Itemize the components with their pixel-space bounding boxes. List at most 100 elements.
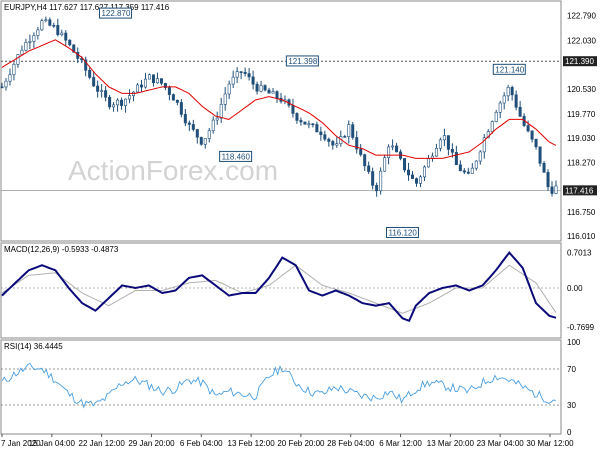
price-annotation-box bbox=[385, 226, 419, 238]
candle-body bbox=[259, 85, 263, 92]
price-tick-label: 122.790 bbox=[567, 12, 596, 21]
candle-body bbox=[486, 131, 490, 139]
candle-body bbox=[155, 78, 159, 84]
candle-body bbox=[375, 185, 379, 192]
candle-body bbox=[52, 24, 56, 27]
candle-body bbox=[112, 104, 116, 108]
price-layer: 122.790 122.030 121.390 120.530 119.770 119.0… bbox=[0, 7, 597, 241]
candle-body bbox=[207, 130, 211, 139]
rsi-header: RSI(14) 36.4445 bbox=[4, 342, 63, 351]
rsi-panel-frame bbox=[0, 339, 562, 435]
macd-header: MACD(12,26,9) -0.5933 -0.4873 bbox=[4, 245, 119, 254]
candle-body bbox=[295, 113, 299, 121]
candle-body bbox=[327, 138, 331, 142]
candle-body bbox=[371, 171, 375, 186]
candle-body bbox=[474, 160, 478, 169]
candle-body bbox=[151, 74, 155, 84]
candle-body bbox=[64, 32, 68, 41]
candle-body bbox=[116, 99, 120, 106]
candle-body bbox=[247, 73, 251, 78]
candle-body bbox=[446, 135, 450, 150]
candle-body bbox=[4, 80, 8, 88]
x-tick-label: 7 Jan 2020 bbox=[1, 439, 41, 448]
candle-body bbox=[159, 78, 163, 84]
candle-body bbox=[323, 134, 327, 140]
candle-body bbox=[418, 176, 422, 184]
rsi-tick-label: 30 bbox=[567, 401, 576, 410]
price-tick-label: 116.750 bbox=[567, 208, 596, 217]
candle-body bbox=[482, 137, 486, 153]
x-tick-label: 22 Jan 12:00 bbox=[79, 439, 126, 448]
price-annotation-label: 121.398 bbox=[288, 57, 317, 66]
candle-body bbox=[84, 59, 88, 71]
candle-body bbox=[458, 164, 462, 172]
candle-body bbox=[518, 106, 522, 117]
candle-body bbox=[255, 83, 259, 92]
x-tick-label: 6 Feb 04:00 bbox=[180, 439, 223, 448]
candle-body bbox=[343, 136, 347, 138]
candle-body bbox=[315, 124, 319, 133]
candle-body bbox=[355, 137, 359, 150]
price-header: EURJPY,H4 117.627 117.627 117.359 117.41… bbox=[4, 3, 170, 12]
candle-body bbox=[72, 44, 76, 53]
macd-panel-frame bbox=[0, 242, 562, 339]
candle-body bbox=[12, 64, 16, 76]
macd-tick-label: 0.00 bbox=[567, 284, 583, 293]
candle-body bbox=[351, 124, 355, 138]
candle-body bbox=[291, 104, 295, 114]
candle-body bbox=[454, 152, 458, 166]
candle-body bbox=[92, 77, 96, 87]
macd-tick-label: -0.7699 bbox=[567, 323, 595, 332]
candle-body bbox=[311, 123, 315, 126]
price-tick-box bbox=[563, 56, 597, 67]
candle-body bbox=[191, 124, 195, 130]
candle-body bbox=[56, 25, 60, 36]
candle-body bbox=[171, 94, 175, 101]
candle-body bbox=[506, 87, 510, 97]
candle-body bbox=[466, 171, 470, 174]
candle-body bbox=[120, 99, 124, 106]
rsi-layer: 100 70 30 0 bbox=[1, 338, 581, 437]
candle-body bbox=[219, 104, 223, 119]
candle-body bbox=[407, 169, 411, 176]
price-tick-box bbox=[563, 185, 597, 196]
candle-body bbox=[88, 69, 92, 78]
candle-body bbox=[243, 71, 247, 74]
price-annotation-box bbox=[98, 7, 132, 19]
candle-body bbox=[24, 42, 28, 51]
candle-body bbox=[347, 124, 351, 137]
candle-body bbox=[415, 178, 419, 184]
price-tick-label: 118.270 bbox=[567, 159, 596, 168]
candle-body bbox=[195, 129, 199, 138]
candle-body bbox=[36, 29, 40, 36]
candle-body bbox=[215, 117, 219, 121]
candle-body bbox=[239, 71, 243, 73]
candle-body bbox=[271, 91, 275, 94]
rsi-tick-label: 0 bbox=[567, 428, 572, 437]
price-panel-frame bbox=[0, 0, 562, 242]
candle-body bbox=[96, 85, 100, 92]
rsi-tick-label: 70 bbox=[567, 365, 576, 374]
candle-body bbox=[319, 131, 323, 135]
candle-body bbox=[303, 121, 307, 125]
candle-body bbox=[470, 167, 474, 174]
candle-body bbox=[411, 174, 415, 179]
candle-body bbox=[403, 158, 407, 171]
moving-average-line bbox=[1, 39, 557, 159]
candle-body bbox=[299, 120, 303, 123]
candle-body bbox=[383, 157, 387, 172]
price-tick-label: 119.030 bbox=[567, 134, 596, 143]
x-tick-label: 13 Feb 12:00 bbox=[228, 439, 276, 448]
candle-body bbox=[526, 125, 530, 132]
candle-body bbox=[542, 162, 546, 173]
candle-body bbox=[307, 123, 311, 126]
candle-body bbox=[32, 35, 36, 42]
candle-body bbox=[267, 89, 271, 94]
price-tick-label: 120.530 bbox=[567, 85, 596, 94]
macd-tick-label: 0.7013 bbox=[567, 249, 592, 258]
price-annotation-label: 118.460 bbox=[222, 152, 251, 161]
candle-body bbox=[379, 170, 383, 192]
candle-body bbox=[391, 145, 395, 148]
candle-body bbox=[44, 19, 48, 22]
